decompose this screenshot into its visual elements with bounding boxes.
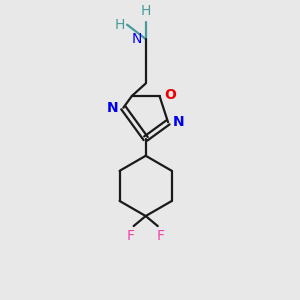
Text: F: F: [157, 229, 165, 243]
Text: N: N: [106, 101, 118, 115]
Text: H: H: [140, 4, 151, 18]
Text: N: N: [132, 32, 142, 46]
Text: O: O: [165, 88, 177, 102]
Text: N: N: [173, 115, 185, 129]
Text: F: F: [127, 229, 135, 243]
Text: H: H: [114, 18, 125, 32]
